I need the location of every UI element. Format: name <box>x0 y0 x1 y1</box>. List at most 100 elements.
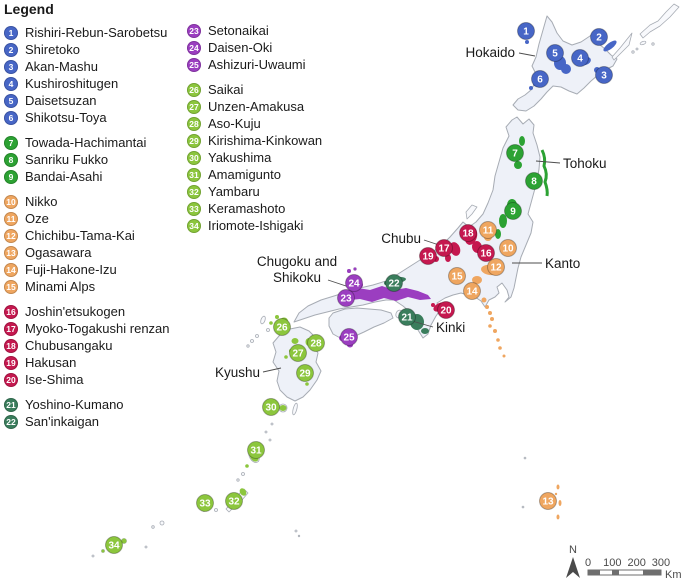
park-marker-number: 19 <box>422 251 434 262</box>
legend-item: 19 Hakusan <box>4 354 186 371</box>
park-marker-15 <box>448 267 466 285</box>
legend-item: 30 Yakushima <box>187 149 369 166</box>
legend-item-label: Ise-Shima <box>25 372 84 387</box>
park-marker-18 <box>459 224 477 242</box>
legend-item-badge: 15 <box>4 279 18 294</box>
legend-item: 3 Akan-Mashu <box>4 58 186 75</box>
legend-item-badge: 2 <box>4 42 18 57</box>
park-marker-number: 32 <box>228 496 240 507</box>
park-marker-16 <box>477 244 495 262</box>
park-marker-7 <box>506 144 524 162</box>
legend-item-label: Ogasawara <box>25 245 92 260</box>
legend-item-label: Kirishima-Kinkowan <box>208 133 323 148</box>
legend-item: 17 Myoko-Togakushi renzan <box>4 320 186 337</box>
legend-item: 6 Shikotsu-Toya <box>4 109 186 126</box>
legend-item-badge: 19 <box>4 355 18 370</box>
park-marker-33 <box>196 494 214 512</box>
region-label-chubu: Chubu <box>381 231 421 246</box>
park-marker-number: 21 <box>401 312 413 323</box>
park-marker-2 <box>590 28 608 46</box>
region-label-kyushu: Kyushu <box>215 365 260 380</box>
park-marker-1 <box>517 22 535 40</box>
legend-item-badge: 5 <box>4 93 18 108</box>
park-marker-number: 6 <box>537 74 543 85</box>
park-marker-number: 25 <box>343 332 355 343</box>
park-marker-10 <box>499 239 517 257</box>
park-marker-34 <box>105 536 123 554</box>
legend-item-label: Amamigunto <box>208 167 281 182</box>
legend-item-badge: 8 <box>4 152 18 167</box>
legend-item-badge: 29 <box>187 133 201 148</box>
legend-item-badge: 32 <box>187 184 201 199</box>
scale-bar: 0 100 200 300 Km <box>585 557 682 581</box>
legend-item-label: Oze <box>25 211 49 226</box>
legend-item-badge: 24 <box>187 40 201 55</box>
park-marker-12 <box>487 258 505 276</box>
park-marker-8 <box>525 172 543 190</box>
legend-item: 20 Ise-Shima <box>4 371 186 388</box>
region-label-tohoku: Tohoku <box>563 156 607 171</box>
legend-item: 13 Ogasawara <box>4 244 186 261</box>
legend-item-label: Yakushima <box>208 150 272 165</box>
legend-item-label: Keramashoto <box>208 201 286 216</box>
legend-column-1: 1 Rishiri-Rebun-Sarobetsu 2 Shiretoko 3 Akan-… <box>4 24 186 438</box>
park-marker-number: 10 <box>502 243 514 254</box>
park-marker-number: 28 <box>310 338 322 349</box>
park-marker-20 <box>437 301 455 319</box>
park-marker-number: 30 <box>265 402 277 413</box>
park-marker-21 <box>398 308 416 326</box>
legend-item-badge: 22 <box>4 414 18 429</box>
legend-item-label: Saikai <box>208 82 244 97</box>
scale-bar-tick: 300 <box>652 557 670 569</box>
legend-item-label: Sanriku Fukko <box>25 152 109 167</box>
legend-item-badge: 21 <box>4 397 18 412</box>
legend-item-label: Rishiri-Rebun-Sarobetsu <box>25 25 168 40</box>
park-marker-number: 12 <box>490 262 502 273</box>
park-marker-11 <box>479 221 497 239</box>
north-label: N <box>569 544 577 556</box>
legend-item-label: Shikotsu-Toya <box>25 110 107 125</box>
legend-item: 12 Chichibu-Tama-Kai <box>4 227 186 244</box>
legend-item: 1 Rishiri-Rebun-Sarobetsu <box>4 24 186 41</box>
legend-item-label: Towada-Hachimantai <box>25 135 147 150</box>
legend-item-label: Setonaikai <box>208 23 269 38</box>
legend-item: 23 Setonaikai <box>187 22 369 39</box>
legend-item: 24 Daisen-Oki <box>187 39 369 56</box>
park-marker-6 <box>531 70 549 88</box>
park-marker-5 <box>546 44 564 62</box>
legend-item: 9 Bandai-Asahi <box>4 168 186 185</box>
legend-item: 5 Daisetsuzan <box>4 92 186 109</box>
legend-item-badge: 33 <box>187 201 201 216</box>
park-marker-31 <box>247 441 265 459</box>
island-shikoku <box>328 307 394 340</box>
park-markers: 1234567891011121314151617181920212223242… <box>105 22 613 554</box>
park-marker-3 <box>595 66 613 84</box>
park-marker-30 <box>262 398 280 416</box>
legend-item: 21 Yoshino-Kumano <box>4 396 186 413</box>
park-marker-26 <box>273 318 291 336</box>
legend-item-label: Chubusangaku <box>25 338 113 353</box>
leader-line-tohoku <box>535 160 561 164</box>
park-marker-number: 15 <box>451 271 463 282</box>
park-marker-number: 11 <box>483 225 494 236</box>
legend-item: 14 Fuji-Hakone-Izu <box>4 261 186 278</box>
legend-item: 29 Kirishima-Kinkowan <box>187 132 369 149</box>
legend-title: Legend <box>4 1 54 17</box>
legend-item-badge: 9 <box>4 169 18 184</box>
legend-item-label: Fuji-Hakone-Izu <box>25 262 117 277</box>
park-marker-number: 27 <box>292 348 304 359</box>
park-marker-29 <box>296 364 314 382</box>
legend-item-label: Ashizuri-Uwaumi <box>208 57 306 72</box>
park-marker-number: 8 <box>531 176 537 187</box>
park-marker-number: 20 <box>440 305 452 316</box>
legend-item-badge: 34 <box>187 218 201 233</box>
park-marker-number: 31 <box>250 445 262 456</box>
region-labels: Hokaido Tohoku Kanto Chubu Kinki Chugoku and S… <box>215 45 607 380</box>
park-marker-number: 13 <box>542 496 554 507</box>
region-label-chugoku-shikoku: Chugoku and Shikoku <box>257 254 337 285</box>
park-marker-number: 3 <box>601 70 607 81</box>
legend-item-badge: 13 <box>4 245 18 260</box>
legend-item-label: Hakusan <box>25 355 77 370</box>
legend-item: 10 Nikko <box>4 193 186 210</box>
